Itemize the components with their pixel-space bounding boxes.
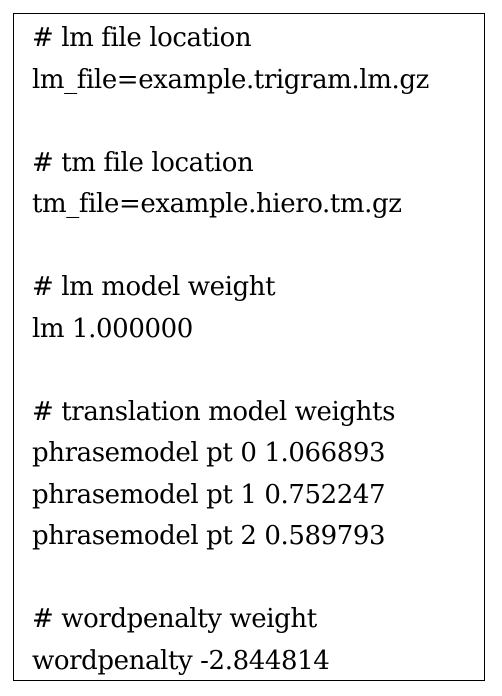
blank-line [32, 350, 429, 392]
setting-phrasemodel-pt-2: phrasemodel pt 2 0.589793 [32, 521, 386, 551]
comment-lm-file: # lm file location [32, 23, 252, 53]
blank-line [32, 226, 429, 268]
setting-tm-file: tm_file=example.hiero.tm.gz [32, 189, 402, 219]
setting-lm-file: lm_file=example.trigram.lm.gz [32, 64, 429, 95]
setting-phrasemodel-pt-0: phrasemodel pt 0 1.066893 [32, 438, 386, 468]
blank-line [32, 101, 429, 143]
setting-lm-weight: lm 1.000000 [32, 313, 193, 344]
setting-phrasemodel-pt-1: phrasemodel pt 1 0.752247 [32, 479, 386, 510]
comment-wordpenalty: # wordpenalty weight [32, 604, 317, 634]
comment-tm-weights: # translation model weights [32, 396, 396, 427]
config-file-box: # lm file location lm_file=example.trigr… [13, 13, 485, 681]
config-lines: # lm file location lm_file=example.trigr… [32, 18, 429, 682]
blank-line [32, 558, 429, 600]
setting-wordpenalty: wordpenalty -2.844814 [32, 645, 330, 676]
comment-lm-weight: # lm model weight [32, 272, 276, 302]
comment-tm-file: # tm file location [32, 147, 254, 178]
